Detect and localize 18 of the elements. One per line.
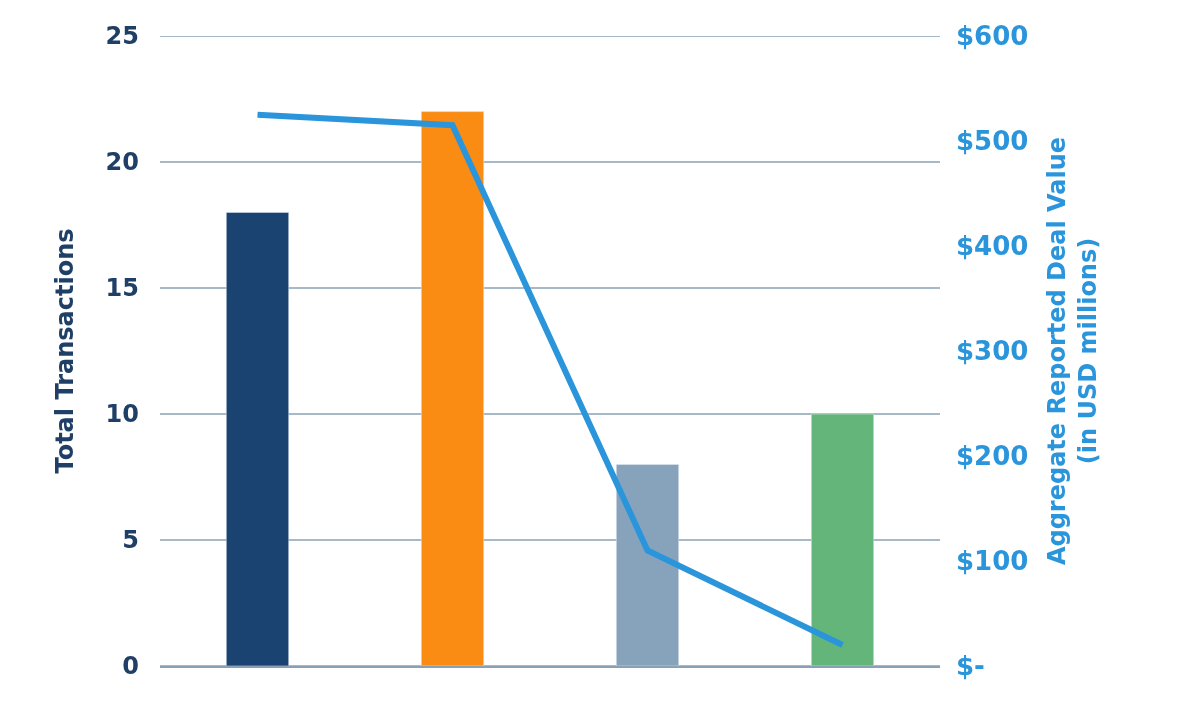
- y2-tick-label: $-: [956, 651, 985, 682]
- bar: [811, 413, 874, 666]
- y2-tick-label: $500: [956, 126, 1029, 157]
- y-axis-title: Total Transactions: [50, 228, 79, 474]
- y-tick-label: 5: [122, 526, 139, 555]
- y-tick-label: 25: [105, 22, 139, 51]
- bar: [226, 212, 289, 666]
- y2-axis-title: Aggregate Reported Deal Value (in USD millions): [1042, 136, 1102, 566]
- y2-tick-label: $400: [956, 231, 1029, 262]
- y-tick-label: 0: [122, 652, 139, 681]
- y-tick-label: 15: [105, 274, 139, 303]
- y2-tick-label: $100: [956, 546, 1029, 577]
- y2-tick-label: $600: [956, 21, 1029, 52]
- y2-tick-label: $200: [956, 441, 1029, 472]
- y-tick-label: 20: [105, 148, 139, 177]
- y-tick-label: 10: [105, 400, 139, 429]
- y2-tick-label: $300: [956, 336, 1029, 367]
- bar: [421, 111, 484, 666]
